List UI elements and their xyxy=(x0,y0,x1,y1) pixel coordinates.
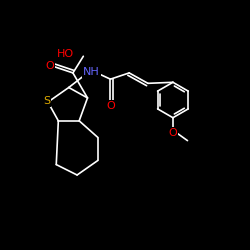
Text: S: S xyxy=(43,96,51,106)
Text: O: O xyxy=(106,101,115,111)
Text: O: O xyxy=(46,60,54,70)
Text: NH: NH xyxy=(83,67,100,77)
Text: HO: HO xyxy=(57,49,74,59)
Text: O: O xyxy=(168,128,177,138)
